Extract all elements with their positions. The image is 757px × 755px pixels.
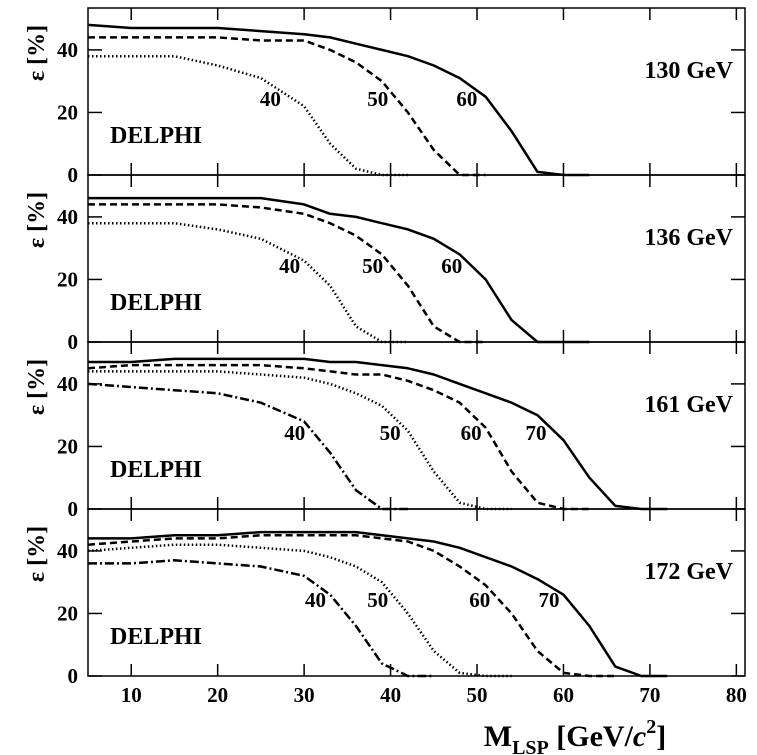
y-tick-label: 40 xyxy=(57,372,78,396)
panel-frame xyxy=(87,174,746,343)
curve-label: 50 xyxy=(380,421,401,445)
y-tick-label: 0 xyxy=(68,664,79,688)
curve xyxy=(88,36,486,177)
curve xyxy=(88,203,486,344)
y-tick-label: 20 xyxy=(57,100,78,124)
x-tick-label: 30 xyxy=(294,683,315,707)
x-axis-label-part: [GeV/ xyxy=(549,720,634,753)
x-tick-label: 50 xyxy=(467,683,488,707)
y-tick-label: 20 xyxy=(57,601,78,625)
x-tick-label: 40 xyxy=(380,683,401,707)
panel-title: 136 GeV xyxy=(644,225,733,251)
y-tick-label: 0 xyxy=(68,163,79,187)
y-tick-label: 20 xyxy=(57,267,78,291)
experiment-label: DELPHI xyxy=(110,290,202,316)
y-axis-label: ε [%] xyxy=(24,526,50,582)
curve xyxy=(88,196,590,344)
panel-title: 161 GeV xyxy=(644,392,733,418)
y-tick-label: 40 xyxy=(57,539,78,563)
curve-label: 50 xyxy=(367,87,388,111)
y-tick-label: 20 xyxy=(57,434,78,458)
y-axis-label: ε [%] xyxy=(24,25,50,81)
x-axis-label-part: c xyxy=(633,720,646,753)
y-tick-label: 0 xyxy=(68,330,79,354)
curve xyxy=(88,370,512,511)
curve-label: 40 xyxy=(305,588,326,612)
curve-label: 70 xyxy=(538,588,559,612)
curve-label: 60 xyxy=(441,254,462,278)
curve xyxy=(88,530,668,678)
x-tick-label: 20 xyxy=(207,683,228,707)
curve-label: 70 xyxy=(525,421,546,445)
curve-label: 60 xyxy=(456,87,477,111)
curve xyxy=(88,54,408,177)
x-tick-label: 10 xyxy=(121,683,142,707)
panel-frame xyxy=(87,508,746,677)
curve xyxy=(87,543,512,678)
curve-label: 60 xyxy=(461,421,482,445)
y-axis-label: ε [%] xyxy=(24,359,50,415)
panel-title: 130 GeV xyxy=(644,58,733,84)
panel-frame xyxy=(87,341,746,510)
experiment-label: DELPHI xyxy=(110,624,202,650)
curve xyxy=(87,534,616,678)
curve-label: 60 xyxy=(469,588,490,612)
curve xyxy=(87,23,590,177)
curve-label: 50 xyxy=(367,588,388,612)
curve xyxy=(87,382,408,511)
x-axis-label: MLSP [GeV/c2] xyxy=(484,716,666,755)
x-axis-label-part: M xyxy=(484,720,512,753)
y-tick-label: 0 xyxy=(68,497,79,521)
experiment-label: DELPHI xyxy=(110,457,202,483)
x-axis-label-part: LSP xyxy=(512,737,549,755)
x-axis-label-part: ] xyxy=(656,720,666,753)
curve xyxy=(87,363,590,511)
x-tick-label: 70 xyxy=(639,683,660,707)
curve xyxy=(88,221,408,344)
y-tick-label: 40 xyxy=(57,205,78,229)
curve xyxy=(88,357,668,511)
curve-label: 40 xyxy=(284,421,305,445)
experiment-label: DELPHI xyxy=(110,123,202,149)
x-axis-label-part: 2 xyxy=(646,716,656,738)
y-tick-label: 40 xyxy=(57,38,78,62)
y-axis-label: ε [%] xyxy=(24,192,50,248)
x-tick-label: 60 xyxy=(553,683,574,707)
panel-title: 172 GeV xyxy=(644,559,733,585)
curve-label: 50 xyxy=(362,254,383,278)
curve-label: 40 xyxy=(260,87,281,111)
x-tick-label: 80 xyxy=(726,683,747,707)
curve-label: 40 xyxy=(279,254,300,278)
panel-frame xyxy=(87,7,746,176)
curve xyxy=(88,559,434,678)
